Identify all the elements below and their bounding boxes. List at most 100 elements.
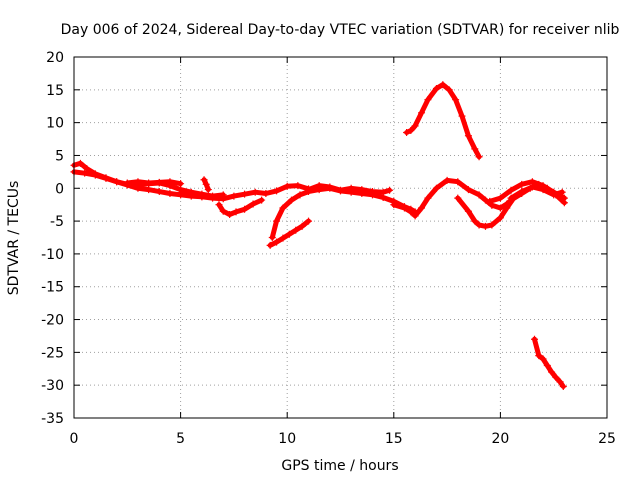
data-point [452,96,460,104]
data-point [285,230,293,238]
data-point [166,178,174,186]
data-point [273,187,281,195]
data-point [407,208,415,216]
y-tick-label: -15 [41,280,64,296]
satellite-track-11 [403,81,483,161]
satellite-track-15 [531,335,567,390]
data-point [454,194,462,202]
x-tick-label: 25 [598,431,616,447]
data-point [432,85,440,93]
data-point [204,186,212,194]
data-point [155,188,163,196]
data-point [407,127,415,135]
data-point [550,191,558,199]
x-tick-label: 5 [176,431,185,447]
tick-labels: 0 5 10 15 20 25 20 15 10 5 0 -5 -10 -15 -20 -25 -30 -35 [41,50,616,447]
y-tick-label: -30 [41,378,64,394]
data-point [226,211,234,219]
data-point [481,222,489,230]
data-point [296,191,304,199]
data-point [543,361,551,369]
y-tick-label: -25 [41,345,64,361]
data-point [166,190,174,198]
data-point [507,186,515,194]
data-point [475,191,483,199]
series-line [404,82,482,160]
data-point [464,207,472,215]
data-point [258,196,266,204]
data-point [241,190,249,198]
data-point [558,188,566,196]
y-tick-label: 0 [55,181,64,197]
data-point [337,186,344,194]
satellite-track-14 [507,183,566,202]
y-tick-label: 20 [46,50,64,66]
data-point [503,204,511,212]
data-point [279,234,287,242]
data-point [475,221,483,229]
data-point [496,214,504,222]
data-point [424,194,432,202]
data-point [200,176,208,184]
data-point [464,186,472,194]
data-point [496,204,504,212]
data-point [123,179,131,187]
satellite-track-8 [266,217,313,249]
data-point [458,112,466,120]
data-point [241,205,249,213]
data-point [292,226,300,234]
data-point [273,217,281,225]
data-point [471,217,479,225]
data-point [528,183,536,191]
x-tick-label: 10 [278,431,296,447]
data-point [432,184,440,192]
data-point [518,180,526,188]
y-axis-label: SDTVAR / TECUs [6,181,22,296]
data-point [198,193,206,201]
data-point [113,178,121,186]
data-point [305,186,313,194]
data-point [251,188,259,196]
series-line [216,197,265,217]
data-point [400,204,408,212]
chart-title: Day 006 of 2024, Sidereal Day-to-day VTE… [61,22,620,38]
data-point [83,165,91,173]
data-point [134,184,142,192]
data-point [262,190,270,198]
satellite-track-5 [215,196,266,219]
data-point [177,180,185,188]
data-point [219,207,227,215]
y-tick-label: 10 [46,116,64,132]
data-point [403,128,411,136]
y-tick-label: -10 [41,247,64,263]
data-point [386,186,394,194]
satellite-track-9 [305,182,394,196]
x-tick-label: 15 [385,431,403,447]
data-point [418,204,426,212]
data-point [358,186,366,194]
data-point [379,188,387,196]
data-point [560,194,568,202]
data-point [347,184,355,192]
plot-frame [73,56,608,419]
x-tick-label: 20 [491,431,509,447]
data-point [273,238,281,246]
data-point [539,186,547,194]
data-point [315,182,323,190]
data-point [411,212,419,220]
data-point [202,180,210,188]
data-point [454,178,462,186]
data-point [368,188,376,196]
data-point [486,197,494,205]
data-point [496,194,504,202]
data-point [219,195,227,203]
y-tick-label: -35 [41,411,64,427]
data-point [443,176,451,184]
data-point [390,201,398,209]
data-point [155,178,163,186]
satellite-track-3 [123,178,185,188]
data-point [471,145,479,153]
satellite-track-4 [177,182,313,203]
data-point [76,159,84,167]
